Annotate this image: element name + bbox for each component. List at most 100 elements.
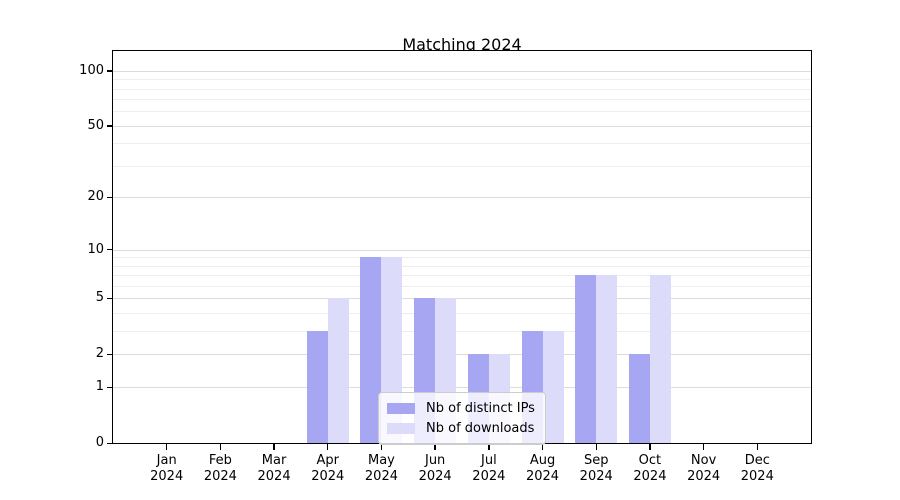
x-tick: [488, 444, 490, 450]
bar-distinct-ips: [575, 275, 597, 443]
bar-distinct-ips: [306, 331, 328, 443]
y-tick: [107, 196, 113, 199]
x-tick-label: Aug 2024: [511, 453, 575, 485]
x-tick-year: 2024: [633, 469, 667, 484]
x-tick-year: 2024: [418, 469, 452, 484]
x-tick: [273, 444, 275, 450]
legend-swatch-downloads: [387, 422, 415, 434]
x-tick: [756, 444, 758, 450]
x-tick-year: 2024: [740, 469, 774, 484]
y-tick: [107, 70, 113, 72]
x-tick: [380, 444, 383, 450]
x-tick: [327, 444, 329, 450]
y-tick-label: 2: [95, 346, 104, 362]
gridline-minor: [113, 257, 811, 259]
y-tick-label: 50: [87, 117, 104, 133]
y-tick-label: 100: [79, 62, 104, 78]
gridline-minor: [113, 331, 811, 333]
y-tick: [107, 442, 113, 444]
x-tick: [649, 444, 651, 450]
gridline-minor: [113, 166, 811, 167]
x-tick-label: Mar 2024: [242, 453, 306, 485]
x-tick-month: Oct: [638, 453, 662, 468]
x-tick-year: 2024: [150, 469, 184, 484]
x-tick-label: Oct 2024: [618, 453, 682, 485]
x-tick-label: Feb 2024: [188, 453, 252, 485]
x-tick-label: Nov 2024: [672, 453, 736, 485]
gridline-major: [113, 387, 811, 389]
bar-downloads: [649, 275, 671, 443]
legend-swatch-distinct-ips: [387, 402, 415, 414]
x-tick-label: Apr 2024: [296, 453, 360, 485]
gridline-minor: [113, 265, 811, 267]
x-tick-label: Jun 2024: [403, 453, 467, 485]
x-tick-month: Nov: [690, 453, 717, 468]
bar-downloads: [542, 331, 564, 443]
gridline-minor: [113, 286, 811, 288]
x-tick-year: 2024: [364, 469, 398, 484]
x-tick-month: Apr: [316, 453, 340, 468]
x-tick-year: 2024: [579, 469, 613, 484]
gridline-minor: [113, 313, 811, 315]
x-tick-label: Jan 2024: [135, 453, 199, 485]
x-tick-label: Jul 2024: [457, 453, 521, 485]
gridline-major: [113, 354, 811, 356]
gridline-major: [113, 197, 811, 199]
x-tick-month: Jan: [156, 453, 177, 468]
x-tick-month: May: [368, 453, 395, 468]
x-tick: [219, 444, 222, 450]
x-tick-month: Aug: [529, 453, 556, 468]
gridline-minor: [113, 99, 811, 101]
x-tick-month: Jun: [424, 453, 446, 468]
gridline-major: [113, 298, 811, 300]
x-tick-label: Dec 2024: [725, 453, 789, 485]
gridline-major: [113, 70, 811, 72]
x-tick-label: May 2024: [349, 453, 413, 485]
gridline-minor: [113, 88, 811, 90]
bar-downloads: [596, 275, 618, 443]
x-tick-month: Jul: [481, 453, 497, 468]
x-tick-month: Sep: [583, 453, 609, 468]
bar-distinct-ips: [360, 257, 382, 443]
y-tick-label: 5: [95, 290, 104, 306]
y-tick: [107, 297, 113, 300]
y-tick-label: 10: [87, 241, 104, 257]
plot-area: [112, 50, 812, 444]
y-tick: [107, 249, 113, 251]
x-tick-month: Dec: [744, 453, 770, 468]
x-tick-label: Sep 2024: [564, 453, 628, 485]
x-tick-year: 2024: [687, 469, 721, 484]
bar-downloads: [327, 298, 349, 443]
legend-item-distinct-ips: Nb of distinct IPs: [387, 398, 537, 418]
x-tick-month: Mar: [261, 453, 287, 468]
gridline-minor: [113, 111, 811, 113]
legend-label-downloads: Nb of downloads: [426, 420, 535, 436]
x-tick: [595, 444, 597, 450]
x-tick-year: 2024: [257, 469, 291, 484]
y-tick-label: 0: [95, 435, 104, 450]
gridline-major: [113, 125, 811, 127]
gridline-minor: [113, 79, 811, 81]
gridline-minor: [113, 275, 811, 277]
bar-distinct-ips: [628, 354, 650, 443]
gridline-minor: [113, 143, 811, 145]
y-tick: [107, 353, 113, 356]
legend: Nb of distinct IPs Nb of downloads: [378, 392, 546, 445]
y-tick: [107, 386, 113, 388]
x-tick-year: 2024: [472, 469, 506, 484]
y-tick: [107, 125, 113, 127]
x-tick: [434, 444, 436, 450]
x-tick-year: 2024: [525, 469, 560, 484]
y-tick-label: 1: [95, 379, 104, 395]
x-tick-year: 2024: [203, 469, 237, 484]
legend-item-downloads: Nb of downloads: [387, 418, 537, 438]
x-tick: [165, 444, 168, 450]
chart-title: Matching 2024: [402, 35, 522, 54]
x-tick-month: Feb: [208, 453, 232, 468]
x-tick: [702, 444, 705, 450]
gridline-major: [113, 249, 811, 251]
x-tick: [541, 444, 544, 450]
legend-label-distinct-ips: Nb of distinct IPs: [426, 400, 535, 416]
